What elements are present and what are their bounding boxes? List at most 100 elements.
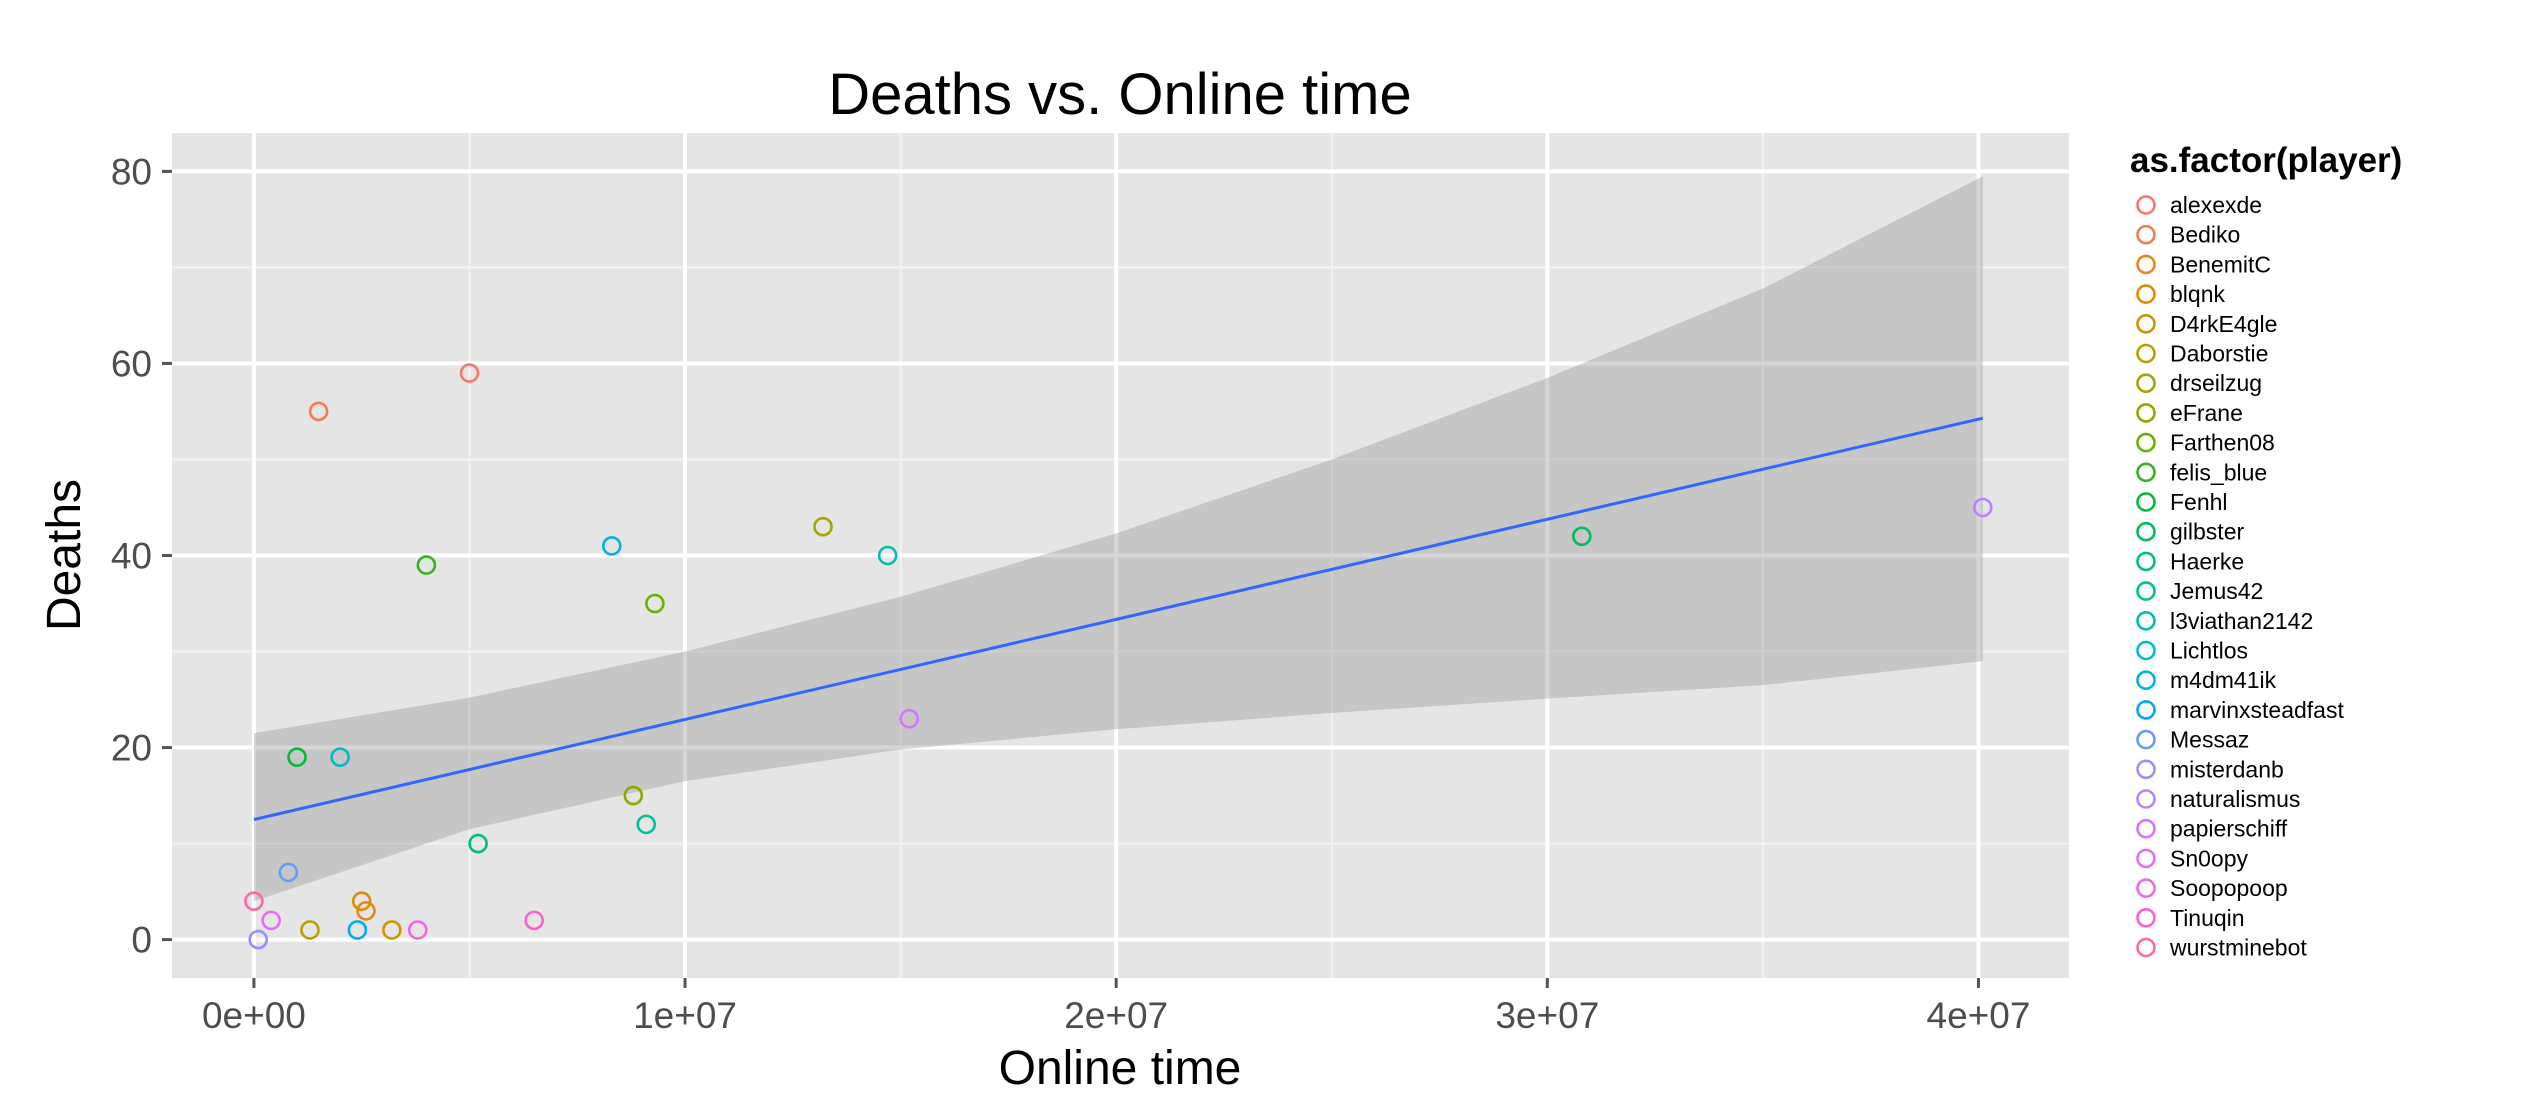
legend-item: Tinuqin (2136, 905, 2245, 931)
legend-item: wurstminebot (2136, 935, 2307, 961)
legend-item: drseilzug (2136, 370, 2262, 396)
data-point (623, 785, 644, 806)
data-point (244, 891, 264, 911)
y-tick-label: 80 (111, 151, 152, 192)
legend-label: Messaz (2170, 727, 2249, 753)
legend-item: m4dm41ik (2136, 667, 2277, 693)
legend-label: Fenhl (2170, 489, 2228, 515)
legend-item: misterdanb (2136, 756, 2284, 782)
legend-label: felis_blue (2170, 459, 2267, 485)
x-axis-label: Online time (999, 1042, 1242, 1095)
legend-item: Soopopoop (2136, 875, 2288, 901)
data-point (899, 708, 920, 729)
data-point (356, 900, 376, 921)
legend-key (2136, 729, 2156, 750)
legend-label: marvinxsteadfast (2170, 697, 2344, 723)
legend-key (2136, 224, 2156, 245)
data-point (459, 363, 480, 383)
data-point (330, 747, 350, 767)
data-point (636, 814, 657, 835)
legend-key (2136, 195, 2156, 215)
x-tick-label: 2e+07 (1064, 995, 1168, 1036)
legend-key (2136, 432, 2156, 453)
chart-title: Deaths vs. Online time (828, 62, 1411, 127)
legend-label: drseilzug (2170, 370, 2262, 396)
data-point (468, 833, 488, 854)
data-point (347, 920, 368, 940)
data-point (287, 747, 307, 767)
data-point (645, 593, 665, 614)
legend-key (2136, 462, 2156, 483)
legend-label: Soopopoop (2170, 875, 2288, 901)
legend-label: papierschiff (2170, 816, 2288, 842)
data-points (244, 363, 1993, 950)
y-axis: 0 20 40 60 80 (111, 151, 172, 961)
legend-item: alexexde (2136, 192, 2262, 218)
legend-label: misterdanb (2170, 756, 2284, 782)
x-tick-label: 0e+00 (202, 995, 306, 1036)
legend-item: Fenhl (2136, 489, 2228, 515)
data-point (407, 920, 428, 940)
x-tick-label: 3e+07 (1495, 995, 1599, 1036)
legend-item: Bediko (2136, 222, 2240, 248)
y-tick-label: 40 (111, 536, 152, 577)
x-tick-label: 1e+07 (633, 995, 737, 1036)
legend-key (2136, 343, 2156, 364)
data-point (524, 910, 544, 931)
x-axis: 0e+00 1e+07 2e+07 3e+07 4e+07 (202, 978, 2030, 1036)
legend-label: alexexde (2170, 192, 2262, 218)
legend-item: Jemus42 (2136, 578, 2263, 604)
data-point (351, 891, 372, 911)
data-point (382, 920, 402, 940)
legend-key (2136, 759, 2156, 780)
legend-item: papierschiff (2136, 816, 2288, 842)
legend-key (2136, 789, 2156, 809)
legend-item: naturalismus (2136, 786, 2300, 812)
data-point (1972, 497, 1993, 518)
legend-label: Jemus42 (2170, 578, 2263, 604)
legend-item: l3viathan2142 (2136, 608, 2313, 634)
legend-label: D4rkE4gle (2170, 311, 2277, 337)
major-gridlines (172, 133, 2069, 978)
legend-item: blqnk (2136, 281, 2225, 307)
legend-key (2136, 373, 2156, 394)
legend-label: naturalismus (2170, 786, 2300, 812)
legend-key (2136, 551, 2156, 572)
legend-label: blqnk (2170, 281, 2225, 307)
legend-item: eFrane (2136, 400, 2243, 426)
legend-key (2136, 610, 2156, 631)
legend-key (2136, 313, 2156, 334)
legend-item: Messaz (2136, 727, 2249, 753)
legend-label: Daborstie (2170, 341, 2268, 367)
legend-item: Haerke (2136, 548, 2244, 574)
legend-label: Bediko (2170, 222, 2240, 248)
y-tick-label: 60 (111, 343, 152, 384)
legend-key (2136, 254, 2156, 275)
legend: as.factor(player) alexexde Bediko BenemitC… (2130, 141, 2402, 961)
legend-item: Sn0opy (2136, 845, 2249, 871)
legend-key (2136, 521, 2156, 542)
legend-item: marvinxsteadfast (2136, 697, 2344, 723)
legend-key (2136, 492, 2156, 512)
y-tick-label: 0 (131, 920, 152, 961)
data-point (278, 862, 299, 883)
legend-title: as.factor(player) (2130, 141, 2402, 180)
legend-key (2136, 937, 2156, 958)
legend-label: gilbster (2170, 519, 2244, 545)
legend-label: Sn0opy (2170, 845, 2249, 871)
legend-label: BenemitC (2170, 251, 2271, 277)
legend-key (2136, 403, 2156, 423)
data-point (813, 516, 833, 537)
data-point (300, 920, 320, 940)
data-point (1572, 526, 1592, 547)
legend-item: gilbster (2136, 519, 2244, 545)
legend-key (2136, 700, 2156, 720)
y-axis-label: Deaths (38, 479, 91, 631)
legend-item: Lichtlos (2136, 638, 2248, 664)
legend-label: wurstminebot (2169, 935, 2307, 961)
data-point (877, 545, 898, 566)
legend-key (2136, 878, 2156, 898)
legend-key (2136, 907, 2156, 928)
legend-label: Haerke (2170, 548, 2244, 574)
